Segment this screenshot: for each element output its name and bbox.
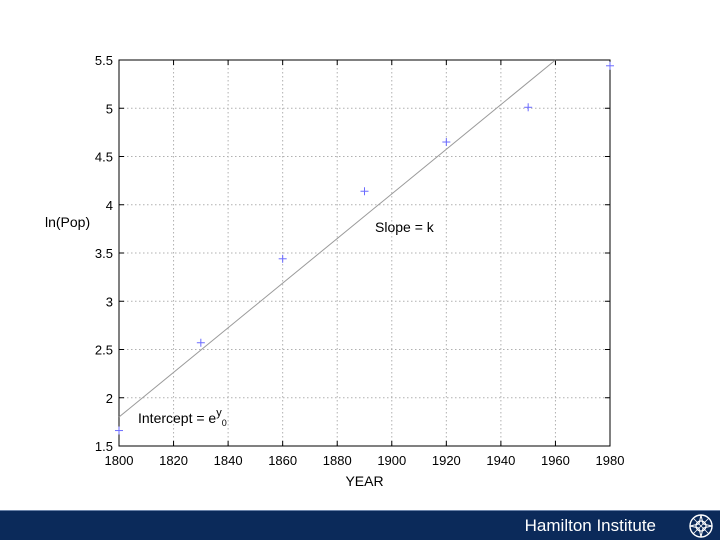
y-tick-label: 1.5 — [95, 439, 113, 454]
intercept-annotation: Intercept = ey0 — [138, 407, 227, 428]
data-point — [196, 338, 205, 347]
intercept-subscript: 0 — [222, 418, 227, 428]
y-tick-label: 3 — [106, 294, 113, 309]
y-tick-label: 5 — [106, 101, 113, 116]
data-points — [115, 61, 614, 435]
y-tick-label: 2.5 — [95, 343, 113, 358]
fit-line — [118, 59, 556, 418]
x-tick-label: 1940 — [486, 453, 515, 468]
data-point — [360, 187, 369, 196]
data-point — [606, 61, 614, 70]
x-tick-label: 1920 — [432, 453, 461, 468]
footer-bar: Hamilton Institute — [0, 510, 720, 540]
x-tick-label: 1980 — [596, 453, 625, 468]
slope-annotation: Slope = k — [375, 219, 435, 235]
footer-institute-name: Hamilton Institute — [524, 516, 656, 535]
x-tick-label: 1800 — [105, 453, 134, 468]
compass-rose-icon — [689, 514, 713, 538]
intercept-text: Intercept = e — [138, 410, 216, 426]
grid — [119, 60, 610, 446]
data-point — [442, 138, 451, 147]
y-tick-label: 5.5 — [95, 53, 113, 68]
y-tick-label: 4 — [106, 198, 113, 213]
x-tick-label: 1960 — [541, 453, 570, 468]
x-tick-label: 1860 — [268, 453, 297, 468]
x-tick-label: 1900 — [377, 453, 406, 468]
data-point — [524, 103, 533, 112]
x-tick-label: 1880 — [323, 453, 352, 468]
y-tick-label: 2 — [106, 391, 113, 406]
y-axis-label: ln(Pop) — [45, 214, 90, 230]
data-point — [278, 254, 287, 263]
ticks: 1800 1820 1840 1860 1880 1900 1920 1940 1960 1980… — [95, 53, 625, 468]
intercept-superscript: y — [216, 407, 222, 419]
y-tick-label: 4.5 — [95, 150, 113, 165]
data-point — [115, 426, 123, 435]
x-tick-label: 1840 — [214, 453, 243, 468]
x-tick-label: 1820 — [159, 453, 188, 468]
y-tick-label: 3.5 — [95, 246, 113, 261]
chart: 1800 1820 1840 1860 1880 1900 1920 1940 1960 1980… — [45, 53, 625, 489]
x-axis-label: YEAR — [345, 473, 383, 489]
